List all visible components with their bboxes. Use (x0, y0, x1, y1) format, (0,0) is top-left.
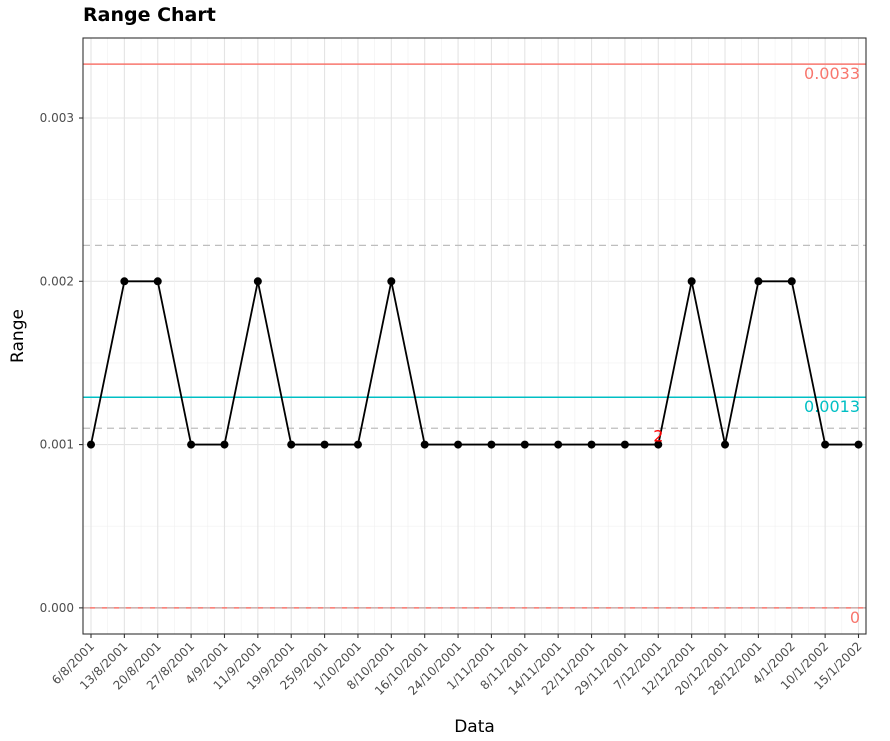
data-point (220, 440, 229, 449)
x-axis: 6/8/200113/8/200120/8/200127/8/20014/9/2… (49, 634, 865, 698)
data-point (520, 440, 529, 449)
data-point (654, 440, 663, 449)
data-point (687, 277, 696, 286)
data-point (153, 277, 162, 286)
data-point (821, 440, 830, 449)
panel-border (82, 37, 867, 635)
data-point (854, 440, 863, 449)
limit-value-label: 0.0033 (804, 64, 860, 83)
y-axis: 0.000 0.001 0.002 0.003 (40, 111, 83, 615)
data-point (353, 440, 362, 449)
data-point (287, 440, 296, 449)
y-tick-label: 0.002 (40, 274, 74, 288)
y-tick-label: 0.001 (40, 438, 74, 452)
y-tick-label: 0.000 (40, 601, 74, 615)
data-point (620, 440, 629, 449)
data-point (554, 440, 563, 449)
y-tick-label: 0.003 (40, 111, 74, 125)
y-axis-title: Range (8, 309, 28, 363)
data-point (420, 440, 429, 449)
data-point (454, 440, 463, 449)
data-point (387, 277, 396, 286)
data-point (754, 277, 763, 286)
limit-value-label: 0.0013 (804, 397, 860, 416)
data-point (120, 277, 129, 286)
data-point (253, 277, 262, 286)
limit-value-label: 0 (850, 608, 860, 627)
grid-layer (83, 38, 866, 634)
data-point (320, 440, 329, 449)
chart-title: Range Chart (83, 4, 216, 26)
series-layer: 2 (87, 277, 863, 449)
data-point (721, 440, 730, 449)
data-point (87, 440, 95, 449)
run-annotation: 2 (653, 427, 663, 446)
data-point (187, 440, 196, 449)
data-point (487, 440, 496, 449)
x-axis-title: Data (454, 717, 495, 737)
series-line (90, 280, 859, 446)
data-point (787, 277, 796, 286)
data-point (587, 440, 596, 449)
